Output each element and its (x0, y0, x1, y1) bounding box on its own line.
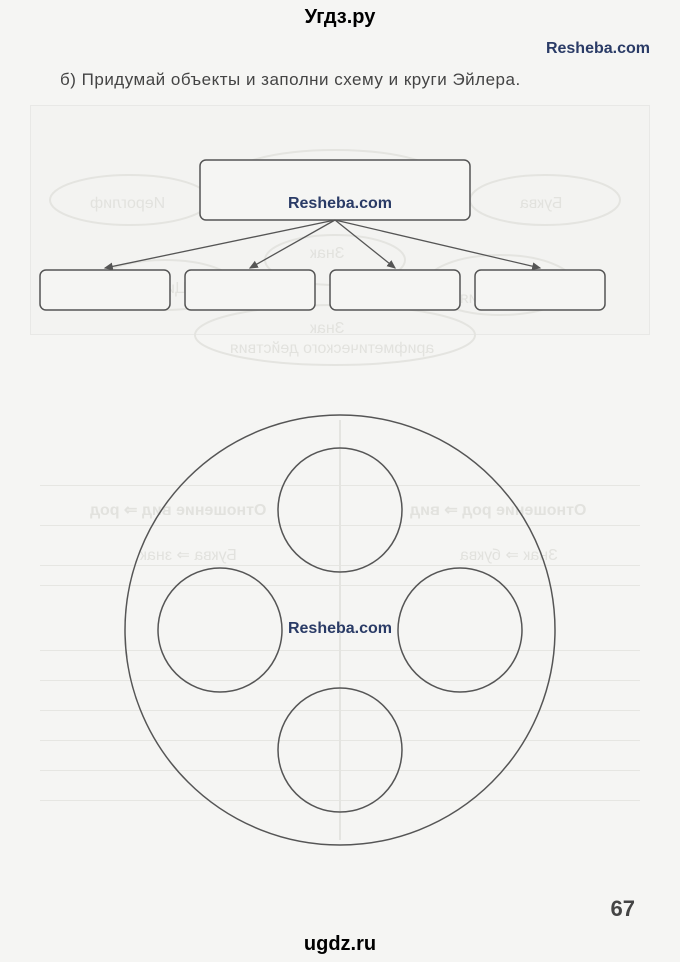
euler-inner (278, 448, 402, 572)
watermark-center-1: Resheba.com (0, 195, 680, 213)
watermark-center-2: Resheba.com (0, 620, 680, 638)
euler-diagram (0, 0, 680, 962)
euler-inner (278, 688, 402, 812)
